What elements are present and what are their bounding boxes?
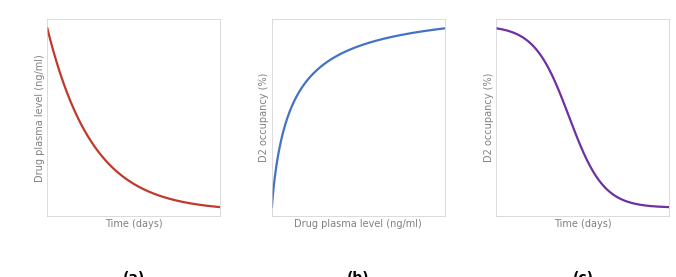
X-axis label: Drug plasma level (ng/ml): Drug plasma level (ng/ml) <box>295 219 422 229</box>
Y-axis label: Drug plasma level (ng/ml): Drug plasma level (ng/ml) <box>34 54 45 182</box>
Text: (c): (c) <box>573 271 594 277</box>
Text: (a): (a) <box>122 271 145 277</box>
X-axis label: Time (days): Time (days) <box>105 219 162 229</box>
Y-axis label: D2 occupancy (%): D2 occupancy (%) <box>259 73 269 162</box>
X-axis label: Time (days): Time (days) <box>554 219 612 229</box>
Text: (b): (b) <box>347 271 370 277</box>
Y-axis label: D2 occupancy (%): D2 occupancy (%) <box>484 73 493 162</box>
